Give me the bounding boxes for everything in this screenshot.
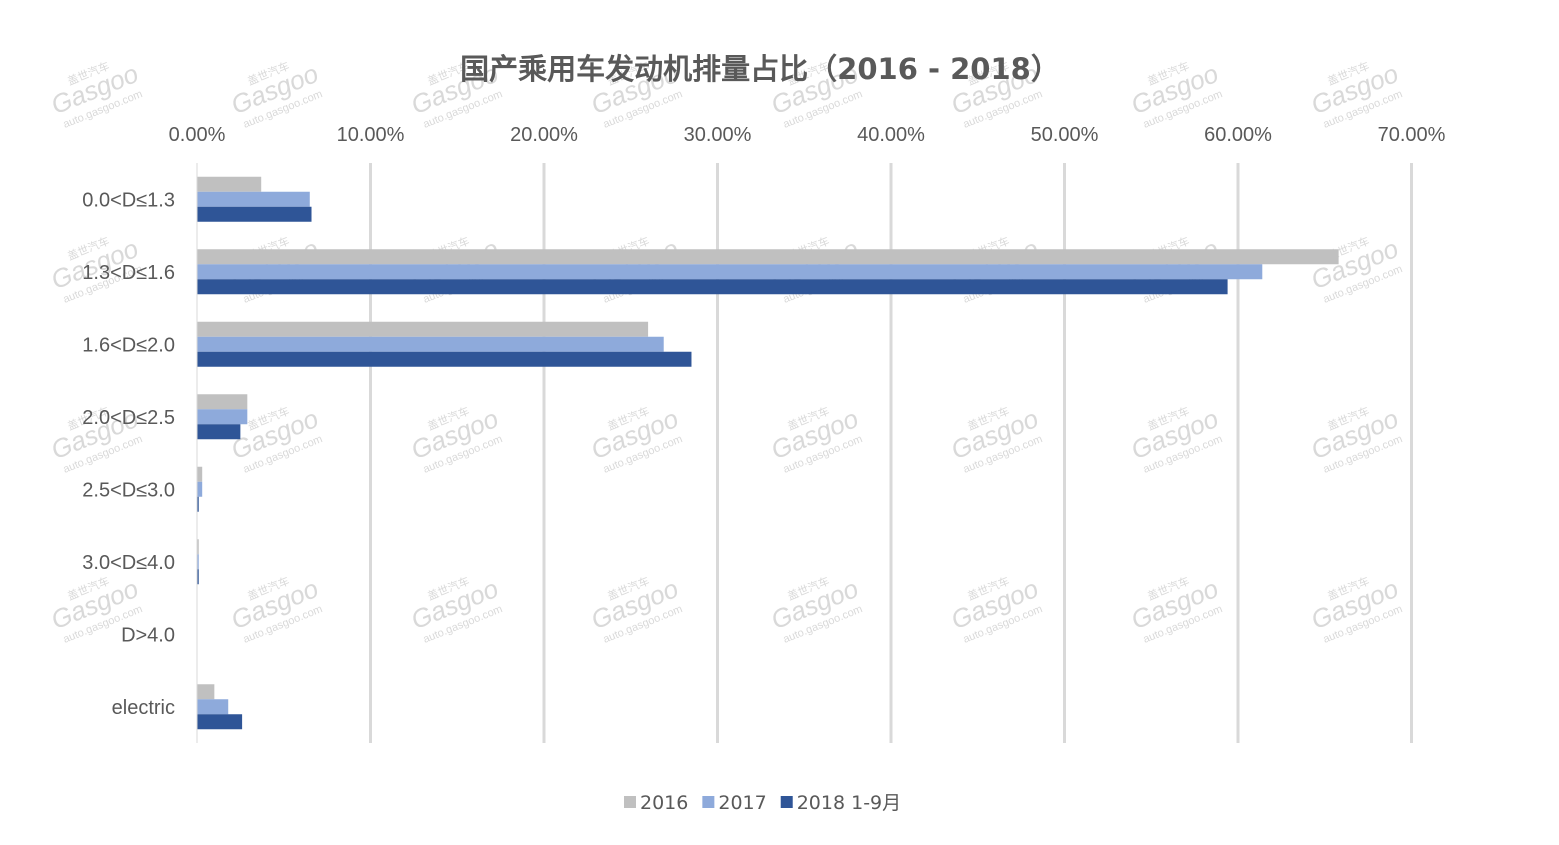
bar xyxy=(197,684,215,700)
bar xyxy=(197,336,664,352)
category-label: 2.0<D≤2.5 xyxy=(82,407,175,429)
legend-swatch xyxy=(624,796,636,808)
bar xyxy=(197,539,199,555)
category-label: D>4.0 xyxy=(121,624,175,646)
category-label: 3.0<D≤4.0 xyxy=(82,552,175,574)
bar xyxy=(197,714,243,730)
bar xyxy=(197,466,203,482)
x-tick-label: 70.00% xyxy=(1378,124,1446,146)
bar xyxy=(197,699,229,715)
chart-title: 国产乘用车发动机排量占比（2016 - 2018） xyxy=(460,52,1060,86)
x-tick-label: 10.00% xyxy=(337,124,405,146)
bar xyxy=(197,409,248,425)
bar xyxy=(197,176,262,192)
x-tick-labels: 0.00% 10.00% 20.00% 30.00% 40.00% 50.00% 60.00… xyxy=(169,124,1446,146)
bar xyxy=(197,554,199,570)
legend-swatch xyxy=(780,796,793,808)
x-tick-label: 50.00% xyxy=(1031,124,1099,146)
category-labels: 0.0<D≤1.3 1.3<D≤1.6 1.6<D≤2.0 2.0<D≤2.5 2.5<… xyxy=(82,189,175,719)
legend: 2016 2017 2018 1-9月 xyxy=(624,792,901,814)
legend-label: 2017 xyxy=(718,792,766,814)
bar xyxy=(197,351,692,367)
bar xyxy=(197,249,1339,265)
x-tick-label: 40.00% xyxy=(857,124,925,146)
bar xyxy=(197,321,649,337)
legend-label: 2016 xyxy=(640,792,688,814)
bar xyxy=(197,481,203,497)
bar xyxy=(197,279,1228,295)
category-label: 1.3<D≤1.6 xyxy=(82,262,175,284)
category-label: 0.0<D≤1.3 xyxy=(82,189,175,211)
x-tick-label: 60.00% xyxy=(1204,124,1272,146)
bar xyxy=(197,206,312,222)
legend-label: 2018 1-9月 xyxy=(797,792,901,814)
x-tick-label: 0.00% xyxy=(169,124,226,146)
bar xyxy=(197,569,199,585)
bars xyxy=(197,176,1339,730)
legend-swatch xyxy=(702,796,715,808)
category-label: electric xyxy=(112,697,175,719)
bar xyxy=(197,424,241,440)
bar xyxy=(197,191,310,207)
category-label: 2.5<D≤3.0 xyxy=(82,479,175,501)
bar xyxy=(197,264,1263,280)
category-label: 1.6<D≤2.0 xyxy=(82,334,175,356)
bar xyxy=(197,394,248,410)
x-tick-label: 30.00% xyxy=(684,124,752,146)
bar xyxy=(197,496,199,512)
x-tick-label: 20.00% xyxy=(510,124,578,146)
